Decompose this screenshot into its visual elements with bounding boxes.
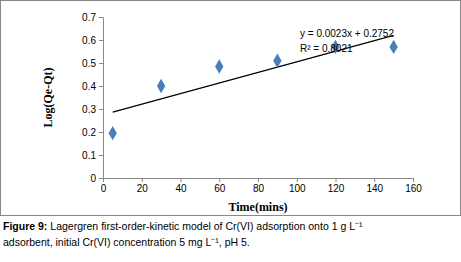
y-tick-mark (99, 17, 103, 18)
trendline-equation: y = 0.0023x + 0.2752 (300, 28, 394, 39)
trendline (113, 35, 394, 112)
y-tick: 0.3 (82, 104, 103, 115)
chart-frame (1, 1, 461, 216)
x-tick-label: 100 (289, 183, 306, 194)
x-tick: 160 (405, 178, 422, 194)
x-axis: 0 20 40 60 80 100 120 140 160 (101, 178, 423, 194)
y-tick: 0.7 (82, 12, 103, 23)
x-axis-line (104, 179, 414, 183)
y-tick: 0.1 (82, 150, 103, 161)
y-tick: 0.6 (82, 35, 103, 46)
y-tick-mark (99, 178, 103, 179)
x-tick-mark (374, 178, 375, 182)
figure-label: Figure 9: (3, 220, 47, 232)
x-tick-label: 0 (101, 183, 107, 194)
chart: 0 0.1 0.2 0.3 0.4 0.5 0.6 0.7 0 20 40 60 80 100 120 140… (0, 0, 461, 262)
y-tick: 0.2 (82, 127, 103, 138)
y-tick: 0.5 (82, 58, 103, 69)
x-tick: 20 (137, 178, 149, 194)
data-point (157, 79, 165, 93)
x-tick: 80 (253, 178, 265, 194)
y-tick-mark (99, 63, 103, 64)
x-tick: 0 (101, 178, 107, 194)
y-tick-mark (99, 40, 103, 41)
x-tick: 100 (289, 178, 306, 194)
x-tick-label: 20 (137, 183, 149, 194)
caption-line: Figure 9:Lagergren first-order-kinetic m… (3, 220, 363, 232)
data-point (215, 59, 223, 73)
y-tick: 0.4 (82, 81, 103, 92)
data-point (109, 126, 117, 140)
x-tick-mark (297, 178, 298, 182)
data-point (273, 53, 281, 67)
x-tick-mark (258, 178, 259, 182)
trendline-r-squared: R² = 0.8021 (300, 43, 353, 54)
x-tick-mark (181, 178, 182, 182)
y-tick-mark (99, 155, 103, 156)
x-tick-label: 140 (366, 183, 383, 194)
y-tick-mark (99, 132, 103, 133)
x-tick-mark (219, 178, 220, 182)
x-tick-mark (413, 178, 414, 182)
y-tick-label: 0.2 (82, 127, 96, 138)
plot-area (109, 35, 398, 140)
x-tick: 120 (328, 178, 345, 194)
y-tick-label: 0.1 (82, 150, 96, 161)
caption-text: Lagergren first-order-kinetic model of C… (50, 220, 363, 232)
x-tick-mark (142, 178, 143, 182)
y-tick-mark (99, 86, 103, 87)
x-tick-label: 120 (328, 183, 345, 194)
x-tick: 60 (214, 178, 226, 194)
y-axis-line (99, 18, 104, 179)
y-tick: 0 (90, 173, 103, 184)
y-tick-label: 0.7 (82, 12, 96, 23)
y-tick-label: 0.3 (82, 104, 96, 115)
x-tick: 140 (366, 178, 383, 194)
y-tick-label: 0.6 (82, 35, 96, 46)
x-tick-mark (336, 178, 337, 182)
y-tick-mark (99, 109, 103, 110)
x-tick-label: 60 (214, 183, 226, 194)
x-tick-label: 40 (175, 183, 187, 194)
x-tick-label: 160 (405, 183, 422, 194)
y-tick-label: 0.4 (82, 81, 96, 92)
y-axis-title: Log(Qe-Qt) (41, 68, 55, 128)
data-point (389, 40, 397, 54)
y-tick-label: 0 (90, 173, 96, 184)
x-tick-mark (103, 178, 104, 182)
y-axis: 0 0.1 0.2 0.3 0.4 0.5 0.6 0.7 (82, 12, 103, 184)
x-axis-title: Time(mins) (228, 200, 287, 214)
y-tick-label: 0.5 (82, 58, 96, 69)
x-tick: 40 (175, 178, 187, 194)
caption-text: adsorbent, initial Cr(VI) concentration … (3, 236, 250, 248)
x-tick-label: 80 (253, 183, 265, 194)
